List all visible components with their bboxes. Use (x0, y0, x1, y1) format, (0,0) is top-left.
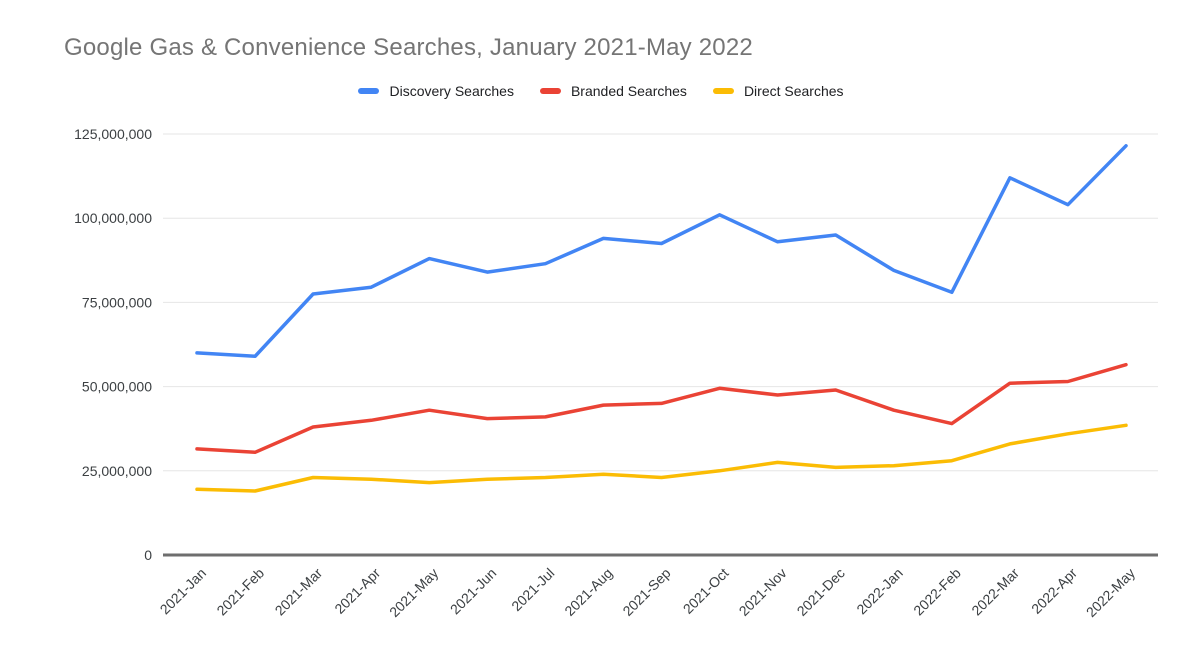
x-tick-label: 2021-Jan (157, 565, 210, 618)
y-tick-label: 75,000,000 (82, 294, 152, 310)
x-tick-label: 2022-Jan (853, 565, 906, 618)
x-tick-label: 2022-May (1083, 565, 1138, 620)
x-tick-label: 2021-Nov (736, 565, 790, 619)
y-tick-label: 100,000,000 (74, 210, 152, 226)
x-tick-label: 2022-Feb (910, 565, 964, 619)
y-tick-label: 50,000,000 (82, 379, 152, 395)
x-tick-label: 2021-Mar (272, 565, 326, 619)
x-tick-label: 2021-May (386, 565, 441, 620)
x-tick-label: 2021-Jul (508, 565, 557, 614)
y-tick-label: 25,000,000 (82, 463, 152, 479)
chart-title: Google Gas & Convenience Searches, Janua… (64, 34, 753, 61)
legend-item-branded-searches[interactable]: Branded Searches (539, 83, 687, 99)
x-tick-label: 2022-Mar (968, 565, 1022, 619)
legend-label: Discovery Searches (389, 83, 514, 99)
legend-swatch-direct-searches (712, 88, 734, 94)
x-tick-label: 2021-Aug (561, 565, 615, 619)
series-line-discovery-searches (195, 144, 1128, 359)
legend-label: Branded Searches (570, 83, 687, 99)
series-line-direct-searches (195, 423, 1128, 493)
legend-item-discovery-searches[interactable]: Discovery Searches (358, 83, 514, 99)
x-tick-label: 2021-Dec (794, 565, 848, 619)
x-tick-label: 2021-Apr (331, 565, 383, 617)
series-line-branded-searches (195, 362, 1128, 455)
x-tick-label: 2021-Sep (619, 565, 673, 619)
legend-swatch-discovery-searches (358, 88, 380, 94)
legend-item-direct-searches[interactable]: Direct Searches (712, 83, 844, 99)
x-tick-label: 2022-Apr (1028, 565, 1080, 617)
legend-swatch-branded-searches (539, 88, 561, 94)
x-tick-label: 2021-Oct (680, 565, 732, 617)
y-tick-label: 125,000,000 (74, 126, 152, 142)
x-tick-label: 2021-Jun (447, 565, 500, 618)
chart-legend: Discovery Searches Branded Searches Direct… (0, 83, 1202, 99)
y-tick-label: 0 (144, 547, 152, 563)
legend-label: Direct Searches (743, 83, 844, 99)
x-tick-label: 2021-Feb (213, 565, 267, 619)
